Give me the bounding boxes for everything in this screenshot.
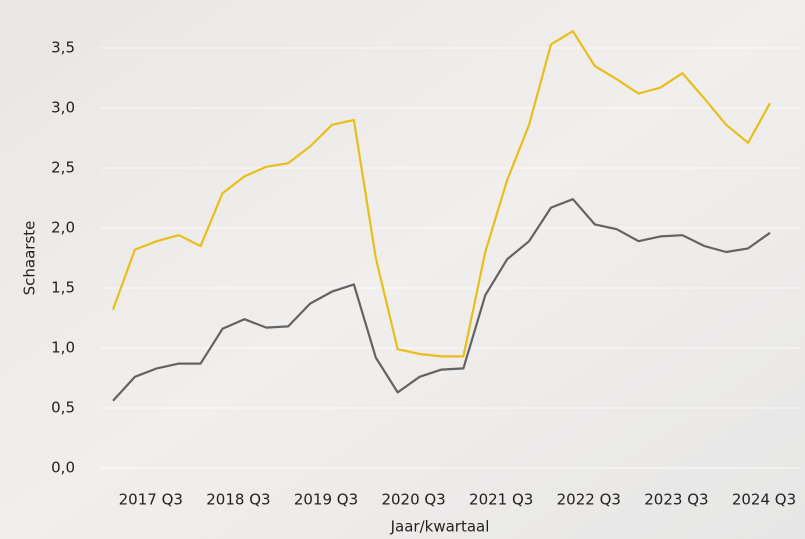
x-tick-label: 2024 Q3 bbox=[732, 491, 796, 509]
y-tick-label: 1,0 bbox=[51, 339, 75, 357]
y-tick-label: 3,5 bbox=[51, 39, 75, 57]
chart: Jaar/kwartaal Schaarste 0,0 0,5 1,0 1,5 2,0 2… bbox=[0, 0, 805, 539]
y-tick-label: 2,0 bbox=[51, 219, 75, 237]
background bbox=[0, 0, 805, 539]
y-axis-label: Schaarste bbox=[21, 221, 39, 296]
y-tick-label: 3,0 bbox=[51, 99, 75, 117]
x-tick-label: 2017 Q3 bbox=[119, 491, 183, 509]
x-tick-label: 2020 Q3 bbox=[381, 491, 445, 509]
page: {"chart_data": {"type": "line", "x_label… bbox=[0, 0, 805, 539]
x-tick-label: 2022 Q3 bbox=[557, 491, 621, 509]
x-tick-label: 2023 Q3 bbox=[644, 491, 708, 509]
x-tick-label: 2018 Q3 bbox=[206, 491, 270, 509]
y-tick-label: 1,5 bbox=[51, 279, 75, 297]
y-tick-label: 2,5 bbox=[51, 159, 75, 177]
x-tick-label: 2019 Q3 bbox=[294, 491, 358, 509]
x-tick-label: 2021 Q3 bbox=[469, 491, 533, 509]
x-axis-label: Jaar/kwartaal bbox=[390, 518, 490, 536]
y-tick-label: 0,0 bbox=[51, 459, 75, 477]
y-tick-label: 0,5 bbox=[51, 399, 75, 417]
